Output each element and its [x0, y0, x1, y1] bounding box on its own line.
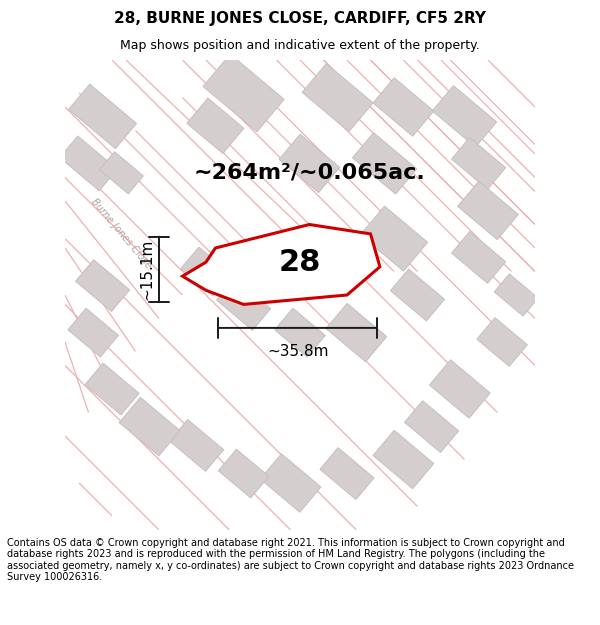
- Polygon shape: [217, 279, 271, 330]
- Text: ~15.1m: ~15.1m: [139, 239, 154, 300]
- Polygon shape: [326, 303, 387, 362]
- Polygon shape: [391, 269, 445, 321]
- Polygon shape: [433, 86, 497, 147]
- Polygon shape: [404, 401, 458, 452]
- Text: 28, BURNE JONES CLOSE, CARDIFF, CF5 2RY: 28, BURNE JONES CLOSE, CARDIFF, CF5 2RY: [114, 11, 486, 26]
- Polygon shape: [100, 152, 143, 194]
- Text: Contains OS data © Crown copyright and database right 2021. This information is : Contains OS data © Crown copyright and d…: [7, 538, 574, 582]
- Polygon shape: [452, 138, 506, 189]
- Polygon shape: [373, 430, 434, 489]
- Text: Map shows position and indicative extent of the property.: Map shows position and indicative extent…: [120, 39, 480, 51]
- Polygon shape: [302, 64, 373, 132]
- Polygon shape: [320, 448, 374, 499]
- Polygon shape: [187, 98, 244, 154]
- Polygon shape: [494, 274, 538, 316]
- Polygon shape: [458, 181, 518, 239]
- Polygon shape: [352, 132, 417, 194]
- Polygon shape: [59, 136, 118, 191]
- Text: ~35.8m: ~35.8m: [267, 344, 328, 359]
- Polygon shape: [203, 54, 284, 132]
- Polygon shape: [181, 247, 231, 296]
- Polygon shape: [373, 78, 434, 136]
- Polygon shape: [68, 308, 118, 357]
- Polygon shape: [119, 398, 180, 456]
- Polygon shape: [68, 84, 137, 149]
- Polygon shape: [218, 449, 269, 498]
- Polygon shape: [275, 308, 325, 357]
- Polygon shape: [260, 454, 321, 512]
- Text: 28: 28: [279, 248, 321, 277]
- Polygon shape: [170, 419, 224, 471]
- Polygon shape: [477, 318, 527, 366]
- Text: ~264m²/~0.065ac.: ~264m²/~0.065ac.: [194, 162, 425, 182]
- Polygon shape: [430, 360, 490, 418]
- Polygon shape: [279, 134, 340, 192]
- Text: Burne Jones Close: Burne Jones Close: [89, 197, 154, 271]
- Polygon shape: [76, 260, 130, 311]
- Polygon shape: [452, 231, 506, 283]
- Polygon shape: [182, 224, 380, 304]
- Polygon shape: [85, 363, 139, 415]
- Polygon shape: [361, 206, 428, 271]
